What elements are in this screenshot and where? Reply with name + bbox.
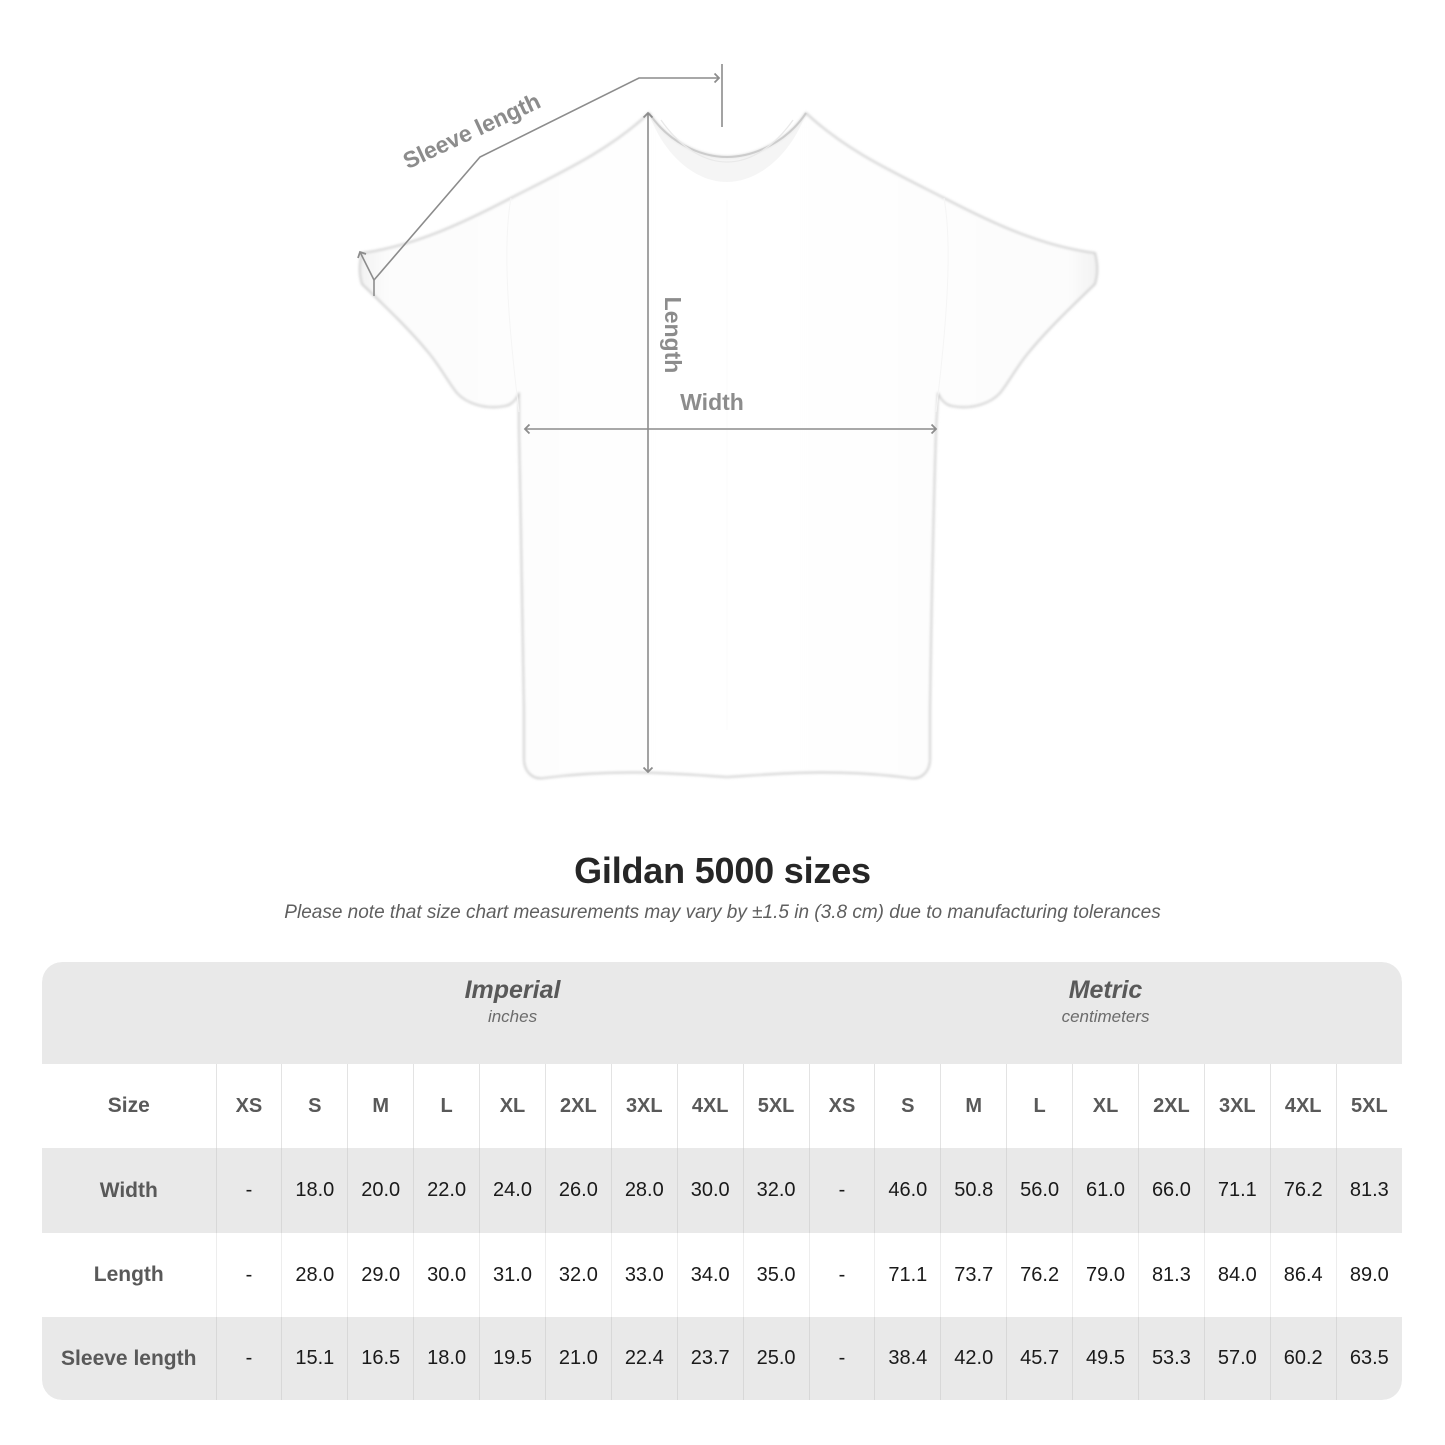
svg-text:Width: Width: [680, 389, 744, 415]
svg-text:Length: Length: [660, 297, 686, 374]
svg-text:Sleeve length: Sleeve length: [399, 88, 544, 174]
